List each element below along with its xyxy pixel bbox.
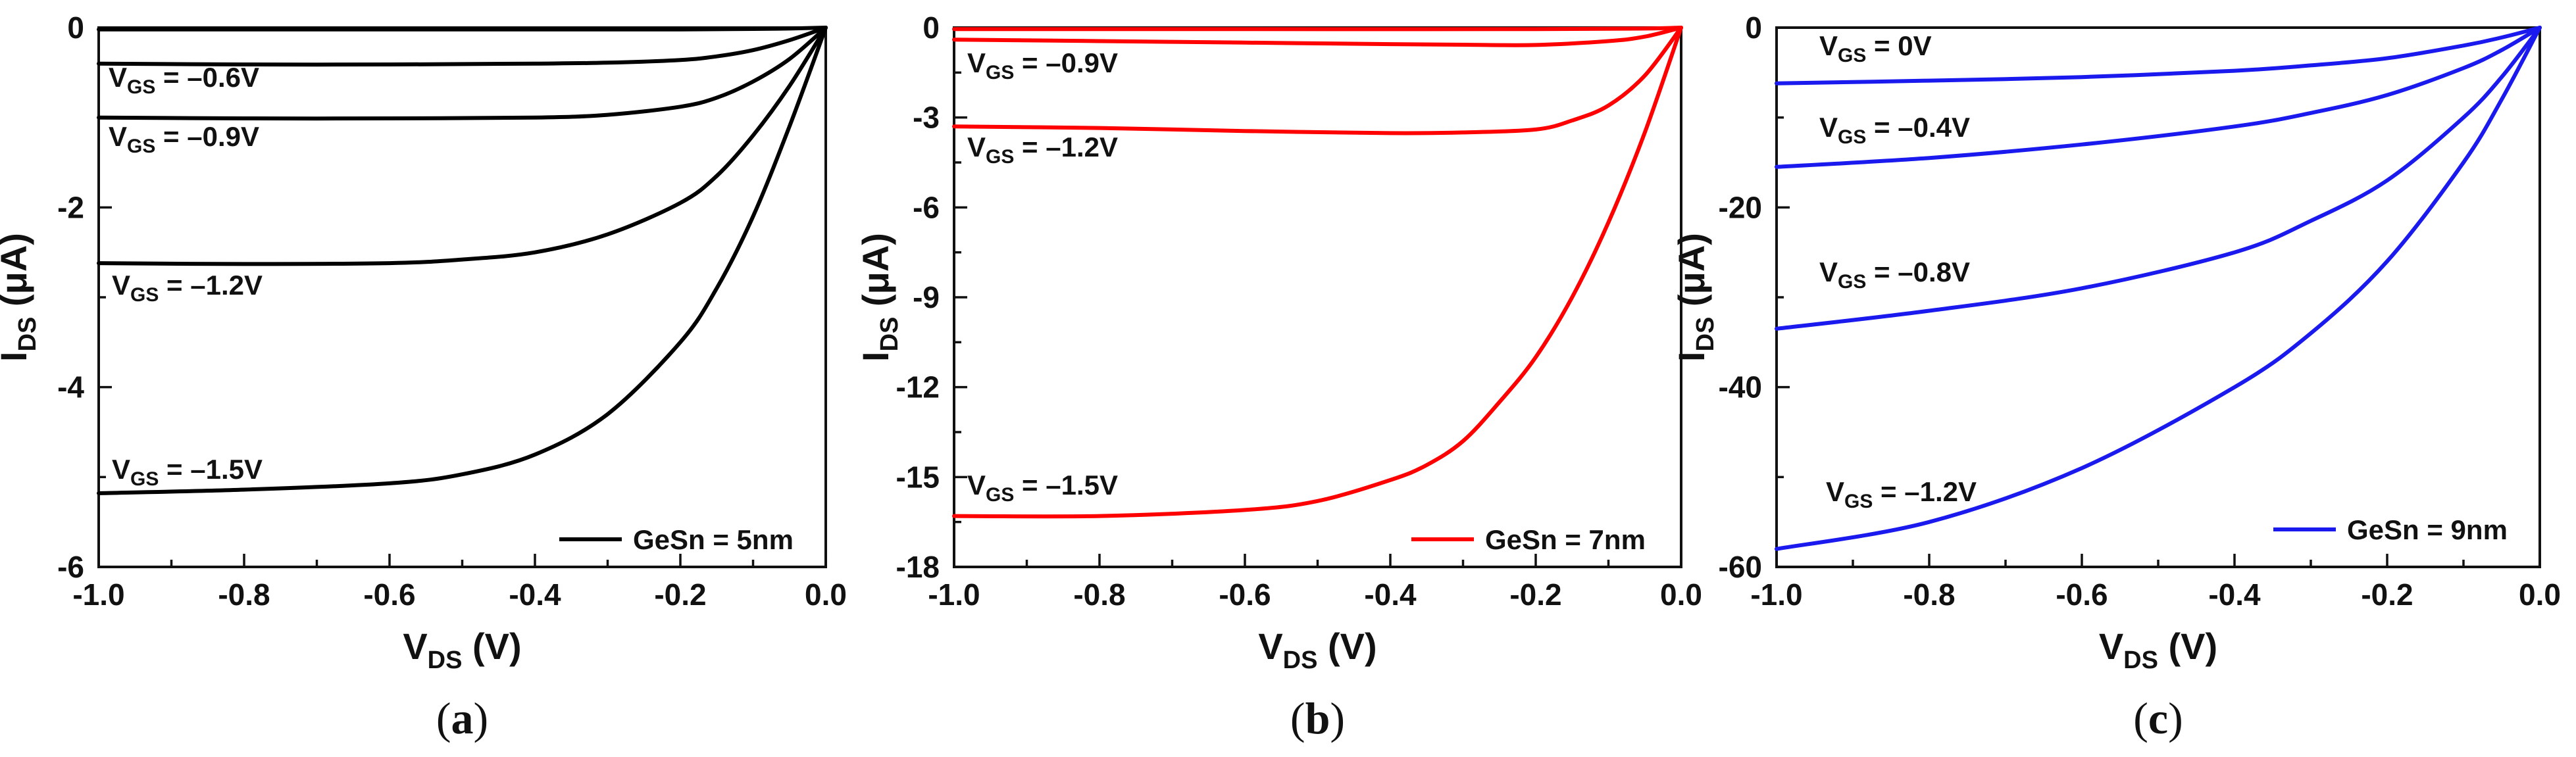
series-line: [952, 26, 1683, 519]
y-axis-title: IDS (μA): [1671, 233, 1719, 362]
y-tick-label: -9: [913, 280, 940, 314]
legend-label: GeSn = 9nm: [2347, 514, 2508, 545]
series-label: VGS = –1.5V: [112, 454, 263, 490]
panel-caption: (c): [2133, 693, 2183, 743]
series-line: [1775, 26, 2542, 331]
series-line: [97, 26, 828, 32]
series-label: VGS = –0.9V: [109, 121, 259, 157]
x-tick-label: 0.0: [1660, 577, 1702, 612]
series-label: VGS = 0V: [1819, 30, 1932, 66]
x-tick-label: -0.6: [1219, 577, 1271, 612]
y-tick-label: -4: [57, 370, 84, 404]
x-axis-title: VDS (V): [1258, 625, 1376, 674]
y-tick-label: -2: [57, 190, 84, 224]
x-tick-label: -1.0: [72, 577, 124, 612]
y-axis-title: IDS (μA): [0, 233, 41, 362]
series-label: VGS = –1.2V: [112, 270, 263, 306]
y-tick-label: -12: [896, 370, 940, 404]
y-tick-label: -3: [913, 101, 940, 135]
series-line: [97, 26, 828, 495]
legend-label: GeSn = 7nm: [1485, 524, 1646, 555]
x-tick-label: -0.8: [1903, 577, 1955, 612]
series-label: VGS = –0.4V: [1819, 112, 1970, 148]
series-label: VGS = –0.9V: [967, 47, 1118, 84]
x-tick-label: -0.4: [509, 577, 561, 612]
x-tick-label: -0.6: [363, 577, 415, 612]
x-tick-label: -1.0: [928, 577, 980, 612]
series-label: VGS = –1.2V: [967, 132, 1118, 168]
legend-label: GeSn = 5nm: [633, 524, 794, 555]
y-tick-label: -60: [1719, 550, 1762, 584]
x-tick-label: -0.8: [1073, 577, 1125, 612]
series-line: [97, 26, 828, 121]
y-tick-label: 0: [922, 11, 940, 45]
y-tick-label: -15: [896, 460, 940, 494]
x-tick-label: -0.4: [1364, 577, 1417, 612]
series-label: VGS = –0.6V: [109, 62, 259, 98]
series-line: [952, 26, 1683, 32]
series-line: [1775, 26, 2542, 85]
y-tick-label: -20: [1719, 190, 1762, 224]
series-line: [1775, 26, 2542, 169]
x-tick-label: -0.2: [1509, 577, 1561, 612]
series-label: VGS = –1.5V: [967, 470, 1118, 506]
y-tick-label: -40: [1719, 370, 1762, 404]
x-tick-label: 0.0: [805, 577, 847, 612]
series-line: [952, 26, 1683, 135]
panel-caption: (b): [1290, 693, 1345, 743]
x-tick-label: -1.0: [1750, 577, 1802, 612]
x-tick-label: -0.6: [2056, 577, 2108, 612]
x-tick-label: -0.4: [2208, 577, 2261, 612]
series-label: VGS = –0.8V: [1819, 256, 1970, 293]
y-tick-label: -6: [913, 190, 940, 224]
x-tick-label: -0.8: [218, 577, 270, 612]
panel-a: -1.0 -0.8 -0.6 -0.4 -0.2 0.0 0 -2 -4 -6 VDS (V) IDS…: [0, 11, 847, 743]
y-tick-label: 0: [1745, 11, 1762, 45]
y-axis-title: IDS (μA): [855, 233, 903, 362]
series-line: [952, 26, 1683, 47]
y-tick-label: -18: [896, 550, 940, 584]
x-tick-label: 0.0: [2519, 577, 2561, 612]
x-tick-label: -0.2: [2361, 577, 2413, 612]
x-axis-title: VDS (V): [2099, 625, 2217, 674]
series-label: VGS = –1.2V: [1826, 476, 1977, 512]
x-axis-title: VDS (V): [403, 625, 521, 674]
panel-b: -1.0 -0.8 -0.6 -0.4 -0.2 0.0 0 -3 -6 -9 -12 -15 -18 V…: [855, 11, 1702, 743]
panel-c: -1.0 -0.8 -0.6 -0.4 -0.2 0.0 0 -20 -40 -60 VDS (V)…: [1671, 11, 2561, 743]
series-line: [97, 26, 828, 266]
series-line: [97, 26, 828, 67]
x-tick-label: -0.2: [654, 577, 706, 612]
y-tick-label: -6: [57, 550, 84, 584]
series-line: [1775, 26, 2542, 551]
y-tick-label: 0: [67, 11, 84, 45]
panel-caption: (a): [436, 693, 488, 743]
